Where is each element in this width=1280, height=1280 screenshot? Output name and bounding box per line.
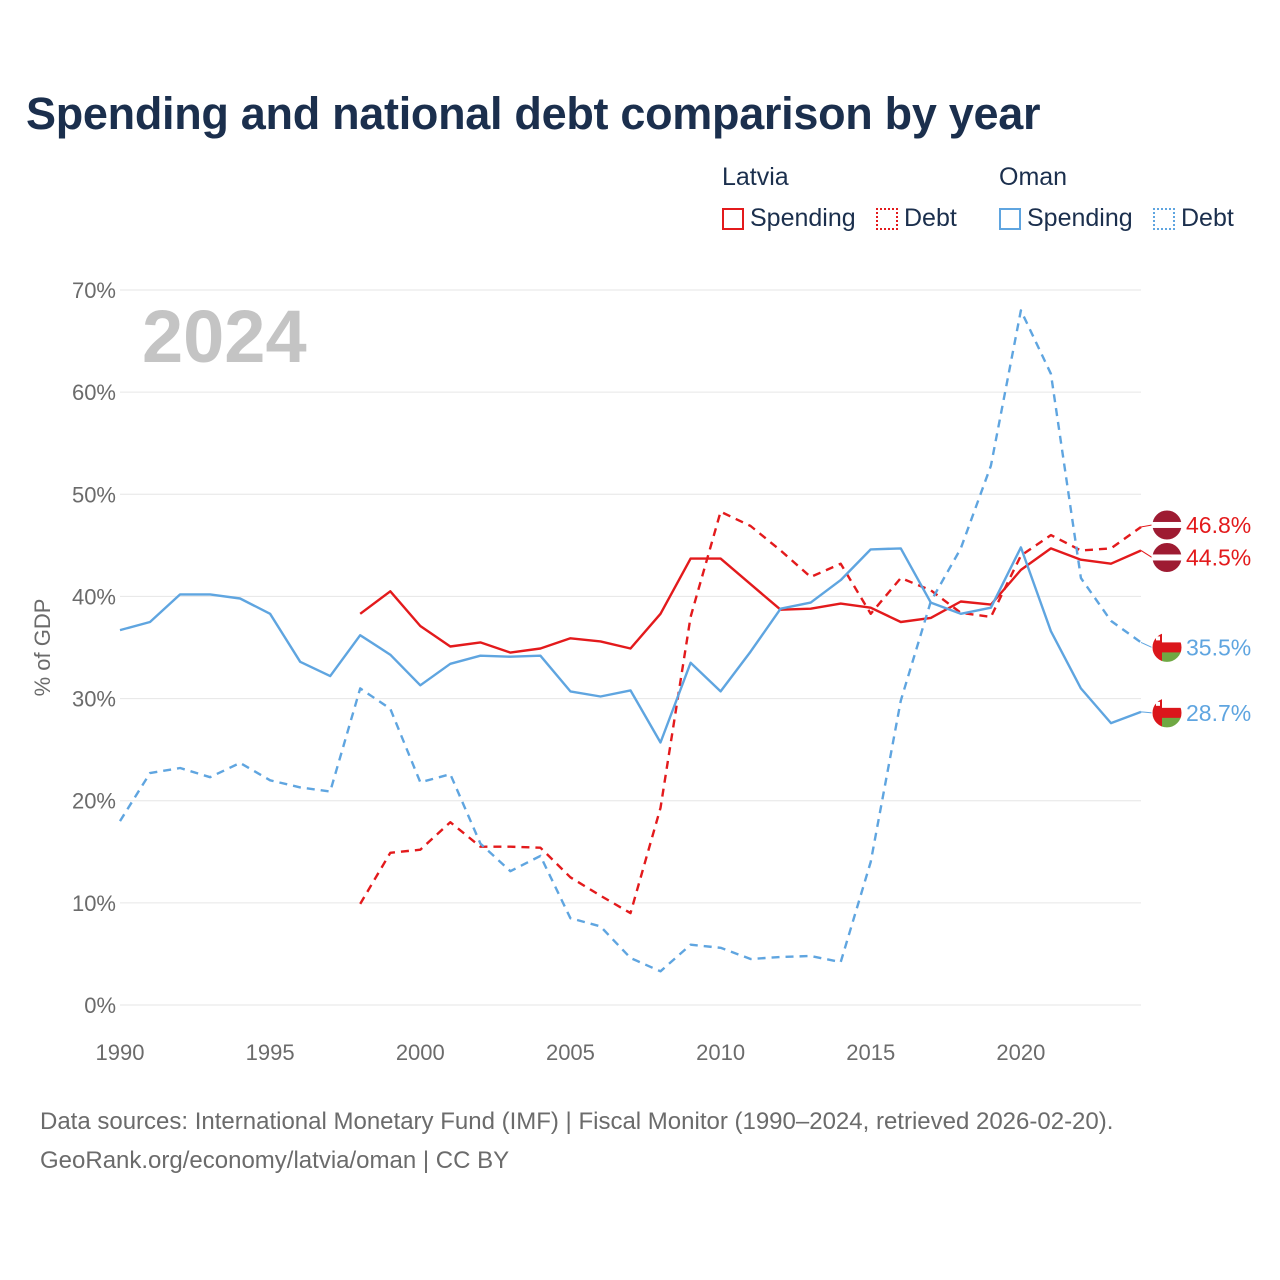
legend-label: Spending: [750, 204, 856, 232]
x-tick-label: 2000: [396, 1040, 445, 1065]
legend-latvia-debt[interactable]: Debt: [876, 204, 957, 233]
flag-band: [1162, 632, 1182, 643]
flag-band: [1162, 697, 1182, 708]
footer-source: Data sources: International Monetary Fun…: [40, 1108, 1114, 1135]
legend-label: Debt: [1181, 204, 1234, 232]
end-label-leader: [1140, 550, 1153, 558]
x-tick-label: 2015: [846, 1040, 895, 1065]
flag-inner: [1152, 697, 1182, 728]
y-tick-label: 50%: [72, 482, 116, 507]
legend-label: Spending: [1027, 204, 1133, 232]
flag-border: [1151, 509, 1183, 541]
flag-border: [1151, 541, 1183, 573]
end-value-label: 35.5%: [1186, 634, 1251, 660]
flag-emblem: [1156, 701, 1160, 706]
legend-swatch-dotted: [876, 207, 898, 230]
x-tick-label: 1990: [96, 1040, 145, 1065]
y-tick-label: 70%: [72, 278, 116, 303]
flag-band: [1162, 717, 1182, 728]
y-tick-label: 10%: [72, 891, 116, 916]
x-tick-label: 2010: [696, 1040, 745, 1065]
flag-inner: [1152, 632, 1182, 663]
series-line-oman-spending: [119, 546, 1142, 744]
legend-country-oman: Oman: [999, 163, 1068, 191]
x-tick-label: 2020: [996, 1040, 1045, 1065]
legend-latvia-spending[interactable]: Spending: [722, 204, 856, 233]
end-label-leader: [1140, 641, 1153, 648]
latvia-flag-icon: [1151, 509, 1183, 541]
line-chart: 0% 10% 20% 30% 40% 50% 60% 70% 1990 1995 2000 2005 2…: [30, 278, 1251, 1065]
chart-title: Spending and national debt comparison by…: [26, 88, 1041, 139]
flag-border: [1151, 631, 1183, 663]
y-tick-label: 20%: [72, 789, 116, 814]
end-value-label: 28.7%: [1186, 700, 1251, 726]
end-value-label: 46.8%: [1186, 512, 1251, 538]
legend-swatch-dotted: [1153, 207, 1175, 230]
flag-emblem: [1156, 636, 1160, 641]
series-line-oman-debt: [118, 309, 1142, 973]
flag-inner: [1152, 542, 1182, 573]
footer-credit: GeoRank.org/economy/latvia/oman | CC BY: [40, 1147, 510, 1174]
oman-flag-icon: [1151, 697, 1183, 729]
year-label: 2024: [142, 295, 307, 378]
latvia-flag-icon: [1151, 541, 1183, 573]
flag-band: [1152, 521, 1182, 528]
series-line-latvia-debt: [359, 510, 1142, 915]
legend-label: Debt: [904, 204, 957, 232]
y-tick-label: 0%: [84, 993, 116, 1018]
end-label-leader: [1140, 524, 1153, 528]
oman-flag-icon: [1151, 631, 1183, 663]
y-tick-label: 30%: [72, 687, 116, 712]
flag-inner: [1152, 509, 1182, 540]
end-label-leader: [1140, 711, 1153, 714]
y-tick-label: 60%: [72, 380, 116, 405]
flag-border: [1151, 697, 1183, 729]
flag-band: [1162, 652, 1182, 663]
y-tick-label: 40%: [72, 584, 116, 609]
end-value-label: 44.5%: [1186, 544, 1251, 570]
legend-country-latvia: Latvia: [722, 163, 789, 191]
legend-oman-spending[interactable]: Spending: [999, 204, 1133, 233]
x-tick-label: 1995: [246, 1040, 295, 1065]
series-line-latvia-spending: [359, 547, 1142, 654]
x-tick-label: 2005: [546, 1040, 595, 1065]
flag-band: [1152, 554, 1182, 561]
legend-swatch-solid: [722, 207, 744, 230]
y-axis-label: % of GDP: [30, 599, 55, 697]
legend-oman-debt[interactable]: Debt: [1153, 204, 1234, 233]
legend-swatch-solid: [999, 207, 1021, 230]
